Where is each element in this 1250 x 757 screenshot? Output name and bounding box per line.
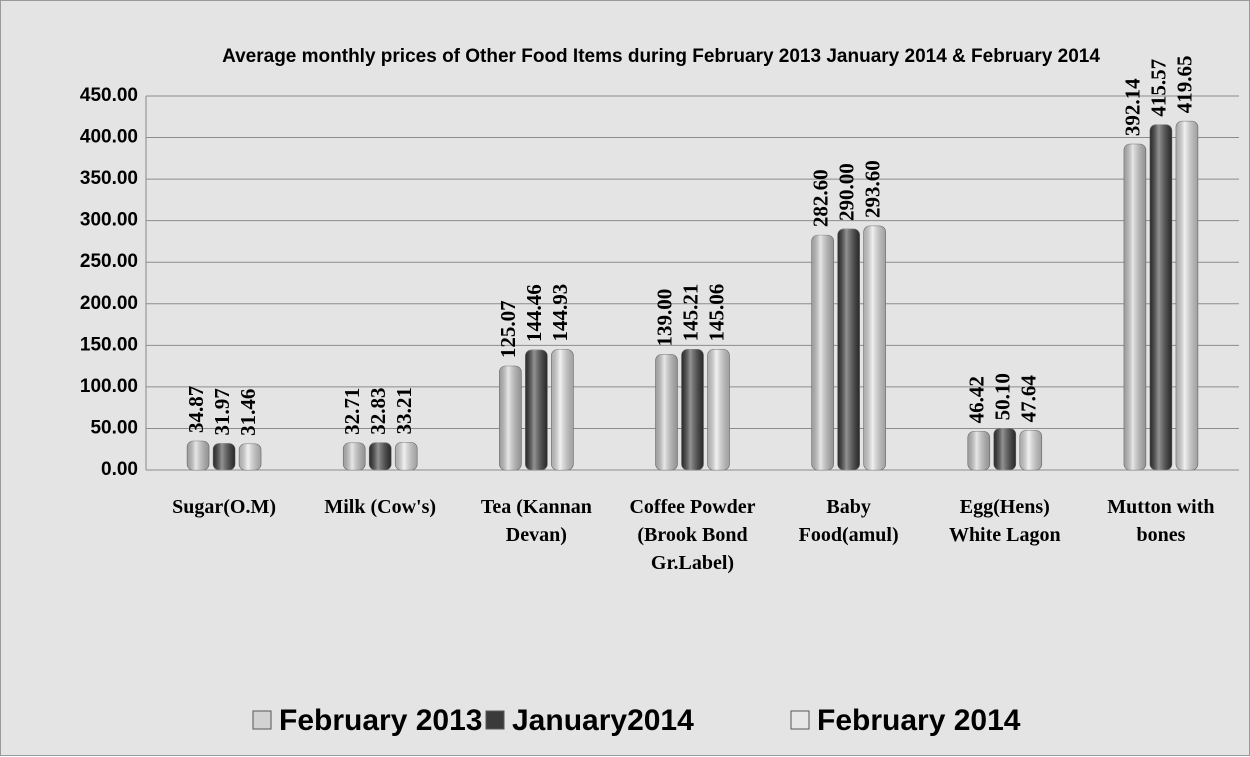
y-tick-label: 300.00 xyxy=(80,210,138,231)
data-label: 31.46 xyxy=(236,389,260,436)
data-label: 32.71 xyxy=(340,388,364,435)
bar-shine xyxy=(993,428,1016,470)
x-tick-label: Tea (Kannan Devan) xyxy=(480,496,592,546)
data-label: 145.06 xyxy=(704,284,728,342)
legend-swatch xyxy=(252,710,272,730)
y-tick-label: 0.00 xyxy=(101,459,138,480)
y-tick-label: 350.00 xyxy=(80,168,138,189)
bar-shine xyxy=(863,225,886,470)
data-label: 139.00 xyxy=(652,289,676,347)
bar-shine xyxy=(369,442,392,470)
data-label: 290.00 xyxy=(834,163,858,221)
x-tick-label: Sugar(O.M) xyxy=(172,496,276,518)
data-label: 31.97 xyxy=(210,388,234,435)
data-label: 145.21 xyxy=(678,284,702,342)
data-label: 282.60 xyxy=(808,169,832,227)
legend-label: February 2014 xyxy=(817,704,1021,737)
legend-swatch xyxy=(485,710,505,730)
x-tick-label: Coffee Powder (Brook Bond Gr.Label) xyxy=(629,496,756,574)
data-label: 50.10 xyxy=(991,373,1015,420)
bar-shine xyxy=(707,349,730,470)
bar-shine xyxy=(525,349,548,470)
bar-shine xyxy=(1149,124,1172,470)
data-label: 419.65 xyxy=(1173,55,1197,113)
x-tick-label: Baby Food(amul) xyxy=(798,496,899,546)
legend-swatch xyxy=(790,710,810,730)
bar-shine xyxy=(343,442,366,470)
y-tick-label: 150.00 xyxy=(80,334,138,355)
y-tick-label: 100.00 xyxy=(80,376,138,397)
bar-shine xyxy=(967,431,990,470)
data-label: 34.87 xyxy=(184,386,208,433)
data-label: 46.42 xyxy=(965,376,989,423)
y-tick-label: 250.00 xyxy=(80,251,138,272)
data-label: 47.64 xyxy=(1017,375,1041,423)
bar-shine xyxy=(837,228,860,470)
data-label: 33.21 xyxy=(392,387,416,434)
x-tick-label: Mutton with bones xyxy=(1107,496,1215,546)
data-label: 293.60 xyxy=(860,160,884,218)
bar-shine xyxy=(239,443,262,470)
bar-shine xyxy=(681,349,704,470)
bar-shine xyxy=(395,442,418,470)
bar-shine xyxy=(187,441,210,470)
x-tick-label: Milk (Cow's) xyxy=(324,496,437,518)
bar-shine xyxy=(1019,430,1042,470)
bar-shine xyxy=(655,354,678,470)
chart-title: Average monthly prices of Other Food Ite… xyxy=(222,46,1100,67)
legend-label: January2014 xyxy=(512,704,694,737)
y-tick-label: 200.00 xyxy=(80,293,138,314)
bar-shine xyxy=(499,366,522,470)
data-label: 32.83 xyxy=(366,387,390,434)
data-label: 144.46 xyxy=(522,284,546,342)
y-tick-label: 400.00 xyxy=(80,127,138,148)
bar-shine xyxy=(1123,144,1146,471)
data-label: 144.93 xyxy=(548,284,572,342)
bar-shine xyxy=(213,443,236,470)
data-label: 392.14 xyxy=(1121,78,1145,136)
bar-shine xyxy=(551,349,574,470)
bar-shine xyxy=(1175,121,1198,471)
data-label: 125.07 xyxy=(496,300,520,358)
y-tick-label: 50.00 xyxy=(90,417,138,438)
x-tick-label: Egg(Hens) White Lagon xyxy=(948,496,1061,546)
legend-label: February 2013 xyxy=(279,704,482,737)
data-label: 415.57 xyxy=(1147,59,1171,117)
bar-shine xyxy=(811,235,834,470)
y-tick-label: 450.00 xyxy=(80,85,138,106)
